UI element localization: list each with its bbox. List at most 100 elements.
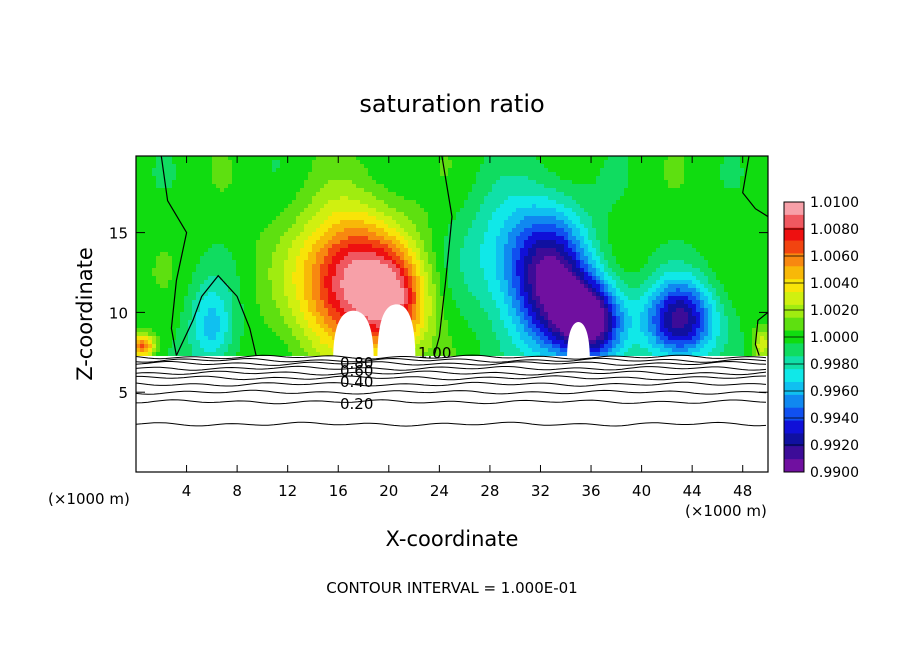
field-cell (320, 256, 325, 261)
field-cell (728, 244, 733, 249)
field-cell (724, 268, 729, 273)
field-cell (572, 240, 577, 245)
field-cell (616, 164, 621, 169)
field-cell (620, 256, 625, 261)
field-cell (212, 192, 217, 197)
field-cell (236, 180, 241, 185)
field-cell (144, 252, 149, 257)
field-cell (160, 220, 165, 225)
field-cell (340, 272, 345, 277)
field-cell (252, 164, 257, 169)
field-cell (160, 228, 165, 233)
field-cell (724, 204, 729, 209)
field-cell (536, 244, 541, 249)
field-cell (292, 168, 297, 173)
field-cell (624, 196, 629, 201)
field-cell (696, 184, 701, 189)
field-cell (304, 192, 309, 197)
field-cell (472, 228, 477, 233)
field-cell (212, 164, 217, 169)
field-cell (636, 164, 641, 169)
field-cell (484, 216, 489, 221)
field-cell (404, 216, 409, 221)
field-cell (240, 224, 245, 229)
field-cell (172, 172, 177, 177)
field-cell (684, 164, 689, 169)
field-cell (580, 192, 585, 197)
field-cell (740, 232, 745, 237)
field-cell (232, 268, 237, 273)
field-cell (468, 200, 473, 205)
field-cell (508, 256, 513, 261)
field-cell (356, 280, 361, 285)
field-cell (392, 268, 397, 273)
field-cell (396, 192, 401, 197)
field-cell (500, 200, 505, 205)
field-cell (464, 264, 469, 269)
field-cell (312, 156, 317, 161)
field-cell (688, 240, 693, 245)
field-cell (268, 212, 273, 217)
field-cell (184, 224, 189, 229)
field-cell (412, 224, 417, 229)
field-cell (344, 220, 349, 225)
field-cell (392, 220, 397, 225)
field-cell (548, 168, 553, 173)
field-cell (232, 260, 237, 265)
field-cell (212, 156, 217, 161)
field-cell (336, 212, 341, 217)
field-cell (544, 248, 549, 253)
field-cell (584, 260, 589, 265)
field-cell (396, 256, 401, 261)
field-cell (192, 180, 197, 185)
field-cell (568, 224, 573, 229)
field-cell (556, 244, 561, 249)
field-cell (584, 156, 589, 161)
field-cell (244, 168, 249, 173)
field-cell (188, 160, 193, 165)
field-cell (292, 256, 297, 261)
field-cell (636, 228, 641, 233)
field-cell (492, 256, 497, 261)
field-cell (748, 192, 753, 197)
field-cell (528, 248, 533, 253)
field-cell (256, 184, 261, 189)
field-cell (436, 164, 441, 169)
field-cell (636, 196, 641, 201)
field-cell (748, 248, 753, 253)
field-cell (764, 176, 768, 181)
field-cell (256, 260, 261, 265)
field-cell (528, 260, 533, 265)
field-cell (456, 240, 461, 245)
field-cell (700, 272, 705, 277)
field-cell (228, 272, 233, 277)
field-cell (220, 264, 225, 269)
field-cell (256, 220, 261, 225)
field-cell (464, 272, 469, 277)
field-cell (208, 252, 213, 257)
field-cell (288, 224, 293, 229)
field-cell (204, 204, 209, 209)
field-cell (488, 200, 493, 205)
field-cell (188, 176, 193, 181)
field-cell (352, 244, 357, 249)
field-cell (564, 268, 569, 273)
field-cell (344, 212, 349, 217)
field-cell (624, 192, 629, 197)
field-cell (576, 184, 581, 189)
field-cell (276, 180, 281, 185)
field-cell (740, 244, 745, 249)
field-cell (656, 164, 661, 169)
field-cell (316, 216, 321, 221)
field-cell (272, 260, 277, 265)
field-cell (696, 272, 701, 277)
field-cell (548, 240, 553, 245)
field-cell (748, 176, 753, 181)
field-cell (508, 240, 513, 245)
field-cell (356, 200, 361, 205)
field-cell (612, 224, 617, 229)
field-cell (244, 268, 249, 273)
field-cell (384, 212, 389, 217)
field-cell (744, 188, 749, 193)
field-cell (728, 252, 733, 257)
